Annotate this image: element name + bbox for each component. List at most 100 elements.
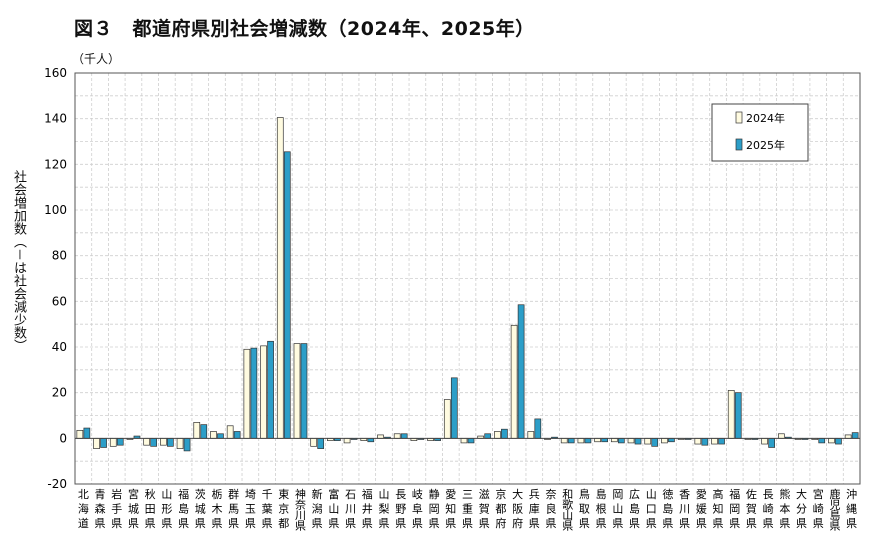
x-category-label: 群馬県 <box>228 487 239 530</box>
bar-2025年-福井県 <box>367 437 375 443</box>
x-category-label: 石川県 <box>345 488 356 530</box>
bar-2024年-山形県 <box>160 437 167 446</box>
x-category-label: 広島県 <box>629 488 640 530</box>
bar-2024年-沖縄県 <box>844 434 852 439</box>
legend-swatch-2025年 <box>735 138 743 151</box>
x-category-label: 鳥取県 <box>579 487 590 530</box>
x-category-label: 鹿児島県 <box>829 487 840 533</box>
legend-label-2024年: 2024年 <box>746 111 785 125</box>
x-category-label: 岡山県 <box>612 488 623 530</box>
bar-2024年-大阪府 <box>510 324 518 439</box>
bar-2025年-滋賀県 <box>484 433 492 439</box>
bar-2024年-福岡県 <box>727 390 735 439</box>
x-category-label: 静岡県 <box>429 487 440 530</box>
bar-2024年-青森県 <box>93 437 100 449</box>
bar-2024年-埼玉県 <box>243 348 251 439</box>
bar-2024年-高知県 <box>711 437 718 445</box>
bar-2024年-兵庫県 <box>527 431 535 439</box>
x-category-label: 秋田県 <box>145 487 156 530</box>
y-tick-label: 160 <box>44 66 67 80</box>
x-category-label: 島根県 <box>596 487 607 530</box>
bar-2025年-福岡県 <box>734 392 742 439</box>
x-category-label: 埼玉県 <box>245 487 256 530</box>
bar-2025年-三重県 <box>467 437 475 444</box>
bar-2025年-広島県 <box>634 437 642 445</box>
x-category-label: 千葉県 <box>262 488 273 530</box>
legend-label-2025年: 2025年 <box>746 138 785 152</box>
x-category-label: 愛知県 <box>445 488 456 530</box>
x-category-label: 滋賀県 <box>479 488 490 530</box>
bar-2024年-長野県 <box>393 433 401 439</box>
x-category-label: 大分県 <box>796 487 807 530</box>
x-category-label: 北海道 <box>78 488 89 530</box>
axes <box>74 72 861 485</box>
bar-2025年-山口県 <box>651 437 659 447</box>
bar-2025年-茨城県 <box>200 424 208 439</box>
bar-2024年-山梨県 <box>377 434 384 439</box>
x-category-label: 長野県 <box>395 488 406 530</box>
bar-2024年-愛知県 <box>443 399 451 439</box>
bar-2025年-岩手県 <box>116 437 124 446</box>
y-tick-label: 20 <box>52 386 67 400</box>
bar-2025年-島根県 <box>601 437 608 443</box>
bar-2024年-長崎県 <box>761 437 768 445</box>
x-category-label: 茨城県 <box>195 487 206 530</box>
x-category-label: 大阪府 <box>512 487 523 530</box>
chart-title: 図３ 都道府県別社会増減数（2024年、2025年） <box>74 18 535 40</box>
plot-frame <box>74 72 861 485</box>
bar-2025年-徳島県 <box>668 437 675 443</box>
legend-box <box>711 103 809 162</box>
bar-2024年-愛媛県 <box>694 437 702 445</box>
x-category-label: 新潟県 <box>312 487 323 530</box>
x-category-label: 熊本県 <box>779 487 790 530</box>
bar-2025年-長崎県 <box>768 437 775 448</box>
x-category-label: 兵庫県 <box>529 488 540 530</box>
bar-2025年-埼玉県 <box>250 347 258 439</box>
x-category-label: 和歌山県 <box>562 488 573 533</box>
x-category-label: 京都府 <box>495 487 506 530</box>
x-category-label: 徳島県 <box>662 488 673 530</box>
y-ticks: -20 0 20 40 60 80 100 120 140 160 <box>44 66 67 491</box>
bar-2024年-京都府 <box>494 431 501 439</box>
bar-2025年-京都府 <box>501 428 508 439</box>
bar-2025年-兵庫県 <box>534 418 542 439</box>
bar-2024年-熊本県 <box>777 433 785 439</box>
bar-2025年-北海道 <box>83 427 91 439</box>
bar-2025年-群馬県 <box>233 431 241 439</box>
bar-2025年-東京都 <box>283 151 291 439</box>
bar-2025年-新潟県 <box>317 437 325 449</box>
bar-2025年-沖縄県 <box>851 432 859 439</box>
bar-2024年-和歌山県 <box>560 437 568 444</box>
bar-2024年-北海道 <box>76 429 84 439</box>
x-category-label: 三重県 <box>462 488 473 530</box>
bar-2024年-広島県 <box>627 437 635 444</box>
x-category-label: 山梨県 <box>378 488 389 530</box>
bar-2025年-和歌山県 <box>567 437 575 444</box>
x-category-label: 佐賀県 <box>746 487 757 530</box>
bar-2025年-宮崎県 <box>818 437 826 444</box>
x-category-label: 栃木県 <box>211 487 222 530</box>
x-category-label: 山口県 <box>646 488 657 530</box>
bar-2025年-岡山県 <box>617 437 625 444</box>
x-category-label: 宮崎県 <box>813 487 824 530</box>
y-tick-label: 140 <box>44 112 67 126</box>
x-category-label: 福井県 <box>362 487 373 530</box>
x-category-label: 岐阜県 <box>412 488 423 530</box>
y-tick-label: 40 <box>52 340 67 354</box>
bar-2025年-青森県 <box>100 437 107 448</box>
bar-2025年-鳥取県 <box>584 437 592 444</box>
bar-2024年-岩手県 <box>109 437 117 447</box>
x-category-label: 東京都 <box>278 488 289 530</box>
bar-2024年-鹿児島県 <box>828 437 835 444</box>
bar-2025年-愛媛県 <box>701 437 709 446</box>
bar-2024年-石川県 <box>343 437 351 444</box>
bar-2025年-神奈川県 <box>300 343 308 439</box>
x-category-label: 神奈川県 <box>295 487 306 533</box>
x-category-label: 青森県 <box>95 488 106 530</box>
bar-2024年-三重県 <box>460 437 468 444</box>
x-category-label: 香川県 <box>679 488 690 530</box>
bar-2024年-神奈川県 <box>293 343 301 439</box>
x-category-label: 宮城県 <box>128 487 139 530</box>
bar-2024年-栃木県 <box>210 431 217 439</box>
x-category-label: 富山県 <box>328 487 339 530</box>
